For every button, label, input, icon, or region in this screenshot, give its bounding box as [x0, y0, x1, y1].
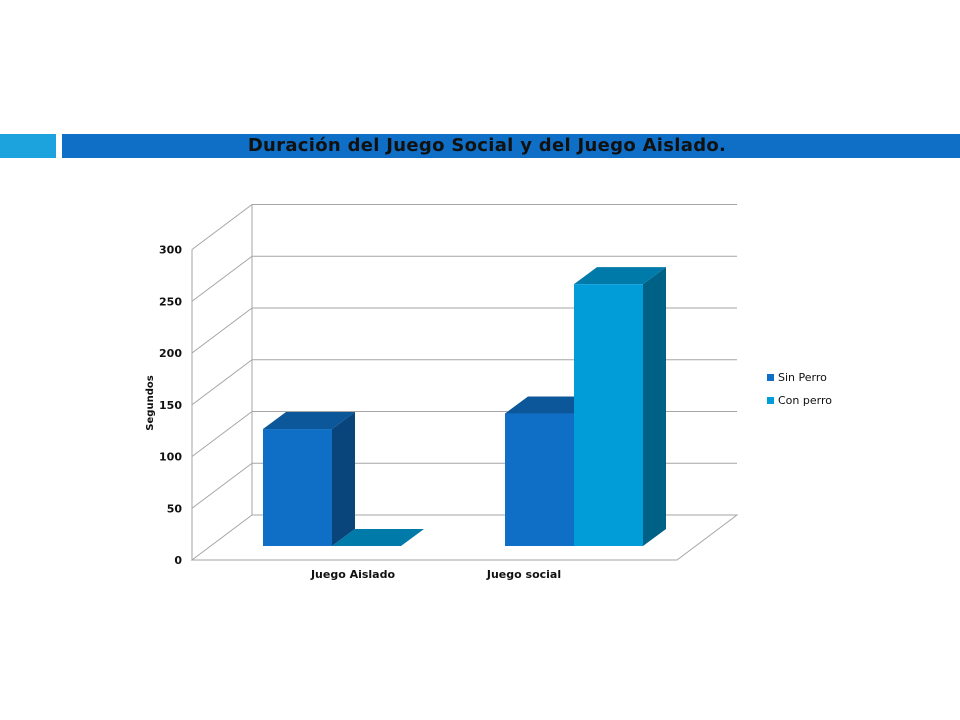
y-axis-label: Segundos [145, 375, 156, 430]
y-tick-label: 300 [159, 244, 182, 257]
y-tick-label: 50 [167, 502, 183, 515]
slide-title: Duración del Juego Social y del Juego Ai… [247, 135, 727, 156]
legend-label: Con perro [778, 394, 832, 407]
bar-top-face [263, 412, 355, 430]
bar-front-face [263, 429, 332, 546]
bar-side-face [332, 412, 355, 546]
chart-legend: Sin Perro Con perro [767, 371, 832, 407]
legend-swatch [767, 374, 774, 381]
y-tick-label: 150 [159, 399, 182, 412]
bar-top-face [332, 529, 424, 546]
title-banner-bar [62, 134, 960, 158]
gridline-diagonal [191, 359, 253, 406]
y-tick-label: 100 [159, 451, 182, 464]
y-tick-label: 0 [174, 554, 182, 567]
gridline-diagonal [191, 411, 253, 457]
bar-top-face [574, 267, 666, 285]
bar [263, 412, 355, 546]
gridline-diagonal [191, 255, 253, 302]
gridline-diagonal [191, 204, 253, 250]
legend-item: Con perro [767, 394, 832, 407]
bar [332, 529, 424, 546]
chart-bars [263, 267, 666, 546]
y-tick-label: 250 [159, 295, 182, 308]
legend-swatch [767, 397, 774, 404]
gridline-diagonal [191, 307, 253, 354]
bar-front-face [505, 413, 574, 546]
x-tick-label: Juego social [486, 568, 561, 581]
chart-floor [190, 514, 739, 561]
title-accent-left-bar [0, 134, 56, 158]
legend-label: Sin Perro [778, 371, 827, 384]
bar-side-face [643, 267, 666, 546]
bar [574, 267, 666, 546]
x-tick-label: Juego Aislado [310, 568, 396, 581]
y-axis-ticks: 0 50 100 150 200 250 300 [159, 244, 182, 568]
legend-item: Sin Perro [767, 371, 827, 384]
gridline-diagonal [191, 462, 253, 509]
x-axis-ticks: Juego Aislado Juego social [310, 568, 561, 581]
y-tick-label: 200 [159, 347, 182, 360]
bar-front-face [574, 284, 643, 546]
